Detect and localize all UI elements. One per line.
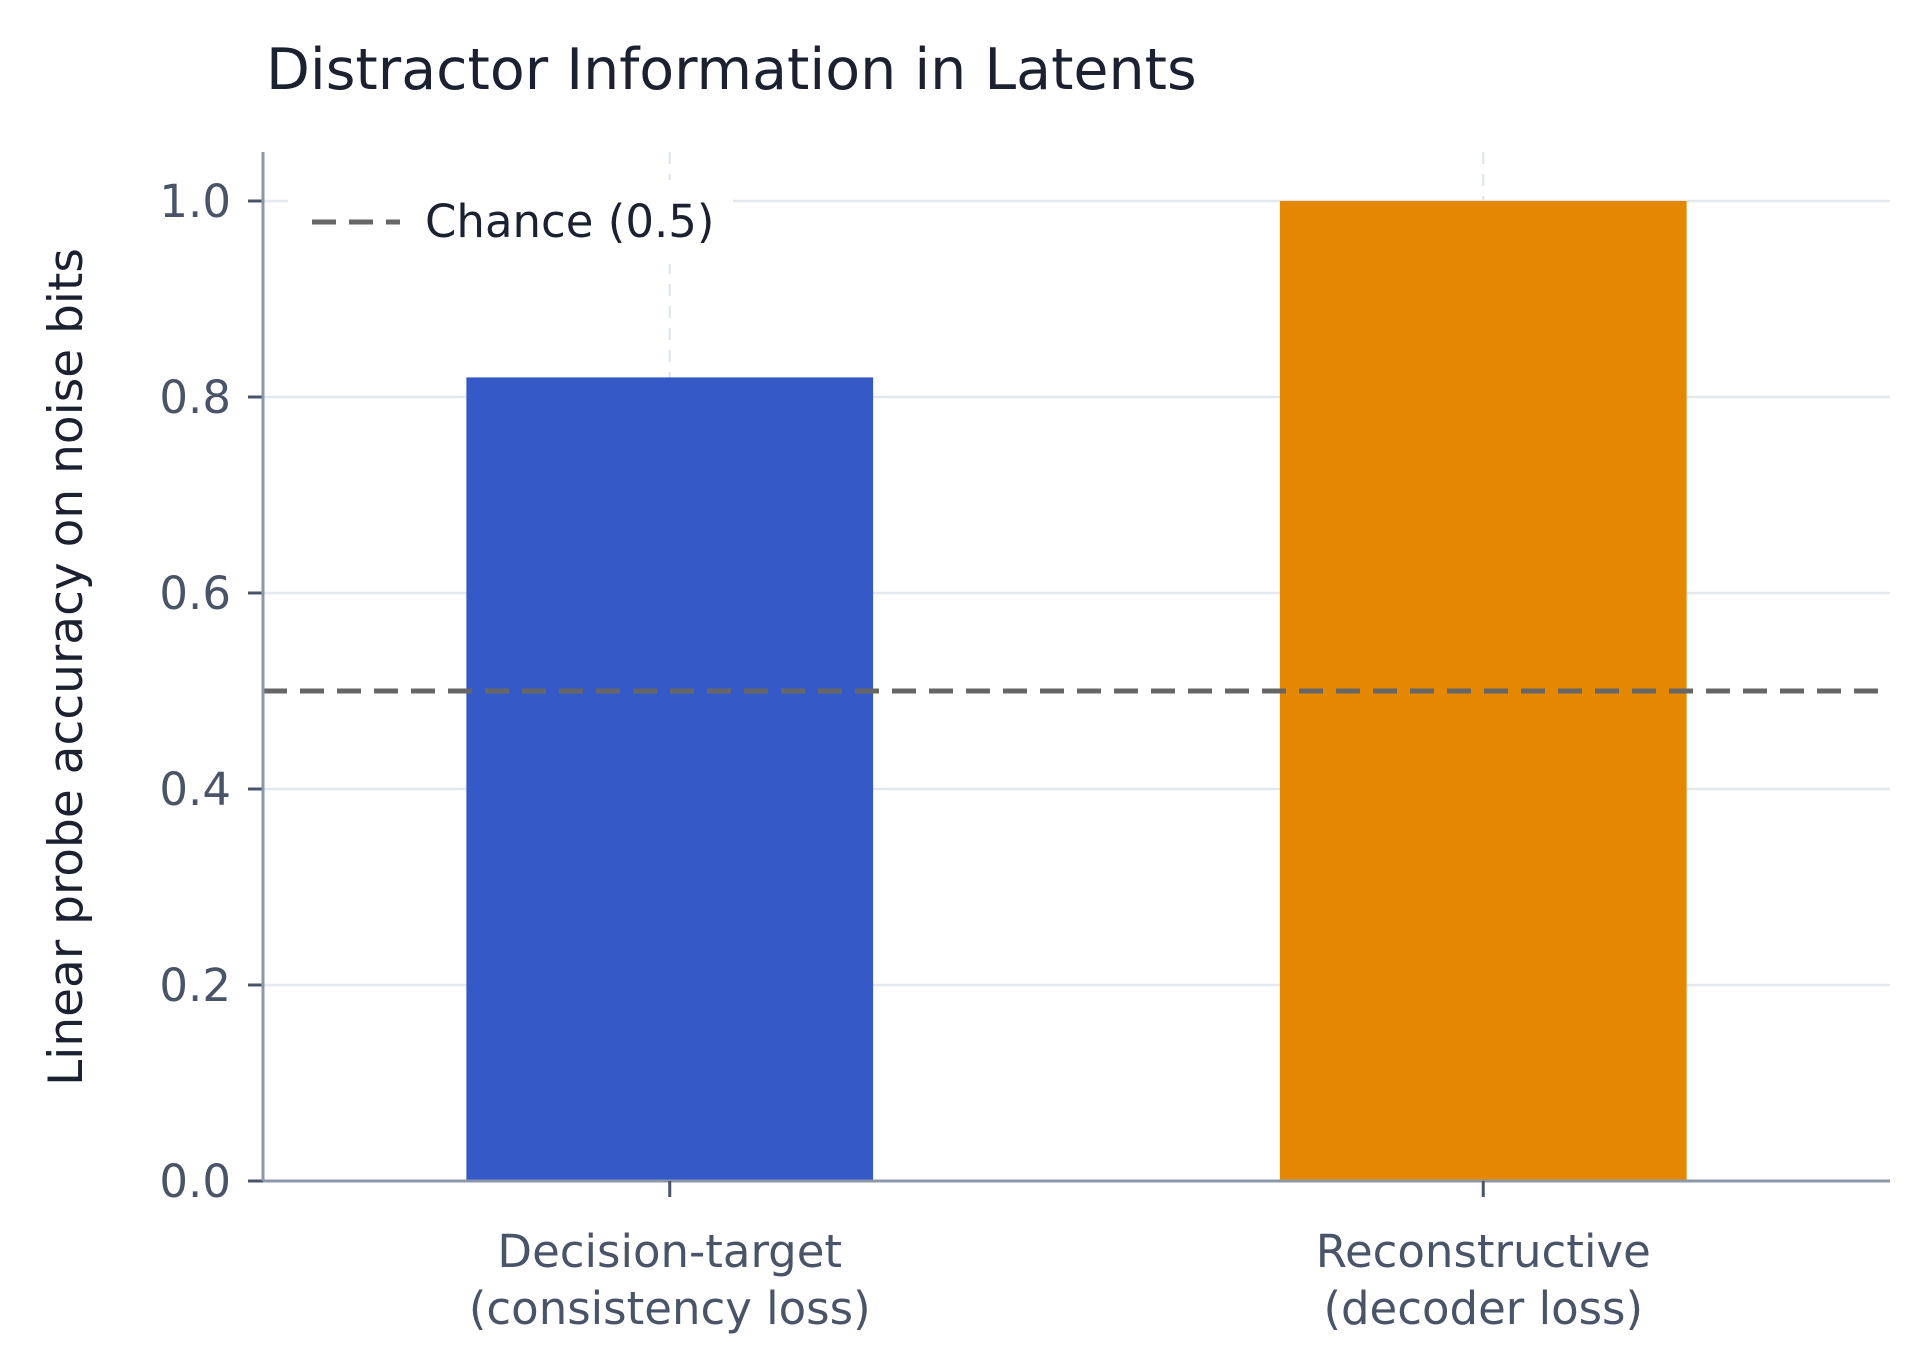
y-tick-label: 0.8 [159, 371, 231, 424]
y-axis-label: Linear probe accuracy on noise bits [39, 248, 94, 1086]
x-category-label-line: Decision-target [497, 1225, 842, 1278]
y-tick-label: 0.2 [159, 959, 231, 1012]
chart-title: Distractor Information in Latents [266, 37, 1197, 103]
x-category-label-line: (decoder loss) [1323, 1282, 1643, 1335]
x-category-label-line: Reconstructive [1316, 1225, 1651, 1278]
y-tick-label: 0.4 [159, 763, 231, 816]
axes-layer [248, 152, 1890, 1197]
x-category-label-line: (consistency loss) [469, 1282, 871, 1335]
legend: Chance (0.5) [288, 180, 733, 264]
x-category-label: Decision-target (consistency loss) [469, 1225, 871, 1335]
bar-0 [466, 377, 874, 1181]
labels-layer: 0.0 0.2 0.4 0.6 0.8 1.0 Decision-target (consis… [159, 175, 1650, 1335]
y-tick-label: 0.6 [159, 567, 231, 620]
x-category-label: Reconstructive (decoder loss) [1316, 1225, 1651, 1335]
legend-entry-chance: Chance (0.5) [425, 195, 714, 248]
y-tick-label: 1.0 [159, 175, 231, 228]
y-tick-label: 0.0 [159, 1155, 231, 1208]
